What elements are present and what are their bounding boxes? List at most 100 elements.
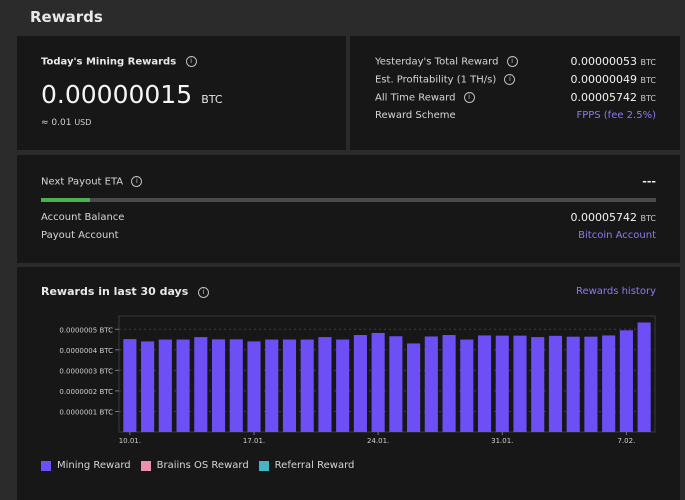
next-payout-eta-label: Next Payout ETA [41,176,124,188]
stat-unit: BTC [640,58,657,67]
payout-account-link[interactable]: Bitcoin Account [578,230,656,241]
chart-bar [211,339,226,432]
y-tick-label: 0.0000001 BTC [59,408,113,416]
account-balance-value: 0.00005742 [570,211,637,224]
rewards-history-link[interactable]: Rewards history [575,286,656,297]
chart-bar [229,339,243,432]
info-icon[interactable]: i [185,56,197,67]
chart-bar [282,339,297,432]
stat-all-time: All Time Reward i [375,92,475,104]
account-balance: 0.00005742 BTC [571,211,656,224]
payout-progress-fill [41,198,91,202]
stat-label: All Time Reward [375,92,456,104]
chart-bar [158,339,172,432]
legend-swatch [258,460,269,471]
legend-item[interactable]: Mining Reward [41,460,131,471]
stat-value: 0.00000049 [570,73,637,86]
chart-bar [300,339,314,432]
chart-bar [353,335,367,432]
chart-bar [407,343,421,432]
reward-stats-panel: Yesterday's Total Reward i 0.00000053 BT… [350,36,680,150]
chart-bar [318,337,332,432]
today-usd-unit: USD [74,118,92,127]
today-rewards-amount: 0.00000015 BTC [41,80,223,109]
today-usd-value: ≈ 0.01 [41,118,72,128]
legend-label: Mining Reward [57,460,131,471]
stat-reward-scheme-label: Reward Scheme [375,110,456,121]
next-payout-eta: Next Payout ETA i [41,176,143,188]
chart-bar [460,339,474,432]
x-tick-label: 31.01. [491,437,513,445]
stat-profitability-value: 0.00000049 BTC [571,73,656,86]
chart-bar [336,339,350,432]
info-icon[interactable]: i [506,56,518,67]
chart-bar [531,337,545,432]
x-tick-label: 17.01. [243,437,265,445]
stat-yesterday: Yesterday's Total Reward i [375,56,518,68]
today-rewards-label: Today's Mining Rewards [41,56,177,68]
x-tick-label: 7.02. [617,437,635,445]
chart-bar [548,335,563,432]
legend-item[interactable]: Referral Reward [258,460,355,471]
chart-bar [602,335,616,432]
stat-value: 0.00000053 [570,55,637,68]
stat-label: Est. Profitability (1 TH/s) [375,74,497,86]
info-icon[interactable]: i [198,286,210,298]
chart-bar [141,341,155,432]
chart-bar [194,337,208,432]
today-rewards-heading: Today's Mining Rewards i [41,56,197,68]
legend-swatch [41,460,51,471]
chart-bar [123,339,137,432]
chart-bar [371,332,385,432]
y-tick-label: 0.0000005 BTC [59,326,113,334]
chart-bar [637,322,651,432]
stat-value: 0.00005742 [570,91,637,104]
today-rewards-unit: BTC [201,93,223,106]
today-usd: ≈ 0.01 USD [41,118,91,128]
legend-item[interactable]: Braiins OS Reward [140,460,249,471]
next-payout-eta-value: --- [642,175,656,188]
y-tick-label: 0.0000003 BTC [59,367,113,375]
chart-legend: Mining Reward Braiins OS Reward Referral R… [41,460,364,471]
payout-progress-bar [41,198,656,202]
y-tick-label: 0.0000002 BTC [59,388,113,396]
chart-bar [477,335,492,432]
rewards-chart-panel: Rewards in last 30 days i Rewards histor… [17,267,680,500]
chart-bar [265,339,279,432]
stat-label: Yesterday's Total Reward [375,56,499,68]
chart-bar [247,341,261,432]
stat-profitability: Est. Profitability (1 TH/s) i [375,74,516,86]
chart-bar [584,336,598,432]
chart-bar [566,336,580,432]
info-icon[interactable]: i [463,92,475,103]
legend-label: Braiins OS Reward [156,460,249,471]
page-title: Rewards [30,8,103,26]
stat-unit: BTC [640,76,657,85]
chart-heading: Rewards in last 30 days i [41,285,210,298]
info-icon[interactable]: i [504,74,516,85]
chart-bar [389,336,403,432]
legend-swatch [140,460,151,471]
chart-bar [424,336,438,432]
stat-all-time-value: 0.00005742 BTC [571,91,656,104]
info-icon[interactable]: i [131,176,143,187]
y-tick-label: 0.0000004 BTC [59,347,113,355]
x-tick-label: 10.01. [119,437,141,445]
payout-panel: Next Payout ETA i --- Account Balance 0.… [17,155,680,263]
stat-yesterday-value: 0.00000053 BTC [571,55,656,68]
chart-title: Rewards in last 30 days [41,285,189,298]
chart-bar [619,330,633,432]
reward-scheme-link[interactable]: FPPS (fee 2.5%) [576,110,656,121]
stat-unit: BTC [640,94,657,103]
x-tick-label: 24.01. [367,437,389,445]
account-balance-unit: BTC [640,214,657,223]
payout-account-label: Payout Account [41,230,119,241]
chart-bar [442,335,456,432]
legend-label: Referral Reward [274,460,355,471]
chart-bar [176,339,190,432]
rewards-bar-chart: 0.0000001 BTC 0.0000002 BTC 0.0000003 BTC 0… [59,315,656,445]
today-rewards-panel: Today's Mining Rewards i 0.00000015 BTC … [17,36,346,150]
account-balance-label: Account Balance [41,212,125,223]
chart-bar [495,335,509,432]
today-rewards-value: 0.00000015 [41,80,193,109]
